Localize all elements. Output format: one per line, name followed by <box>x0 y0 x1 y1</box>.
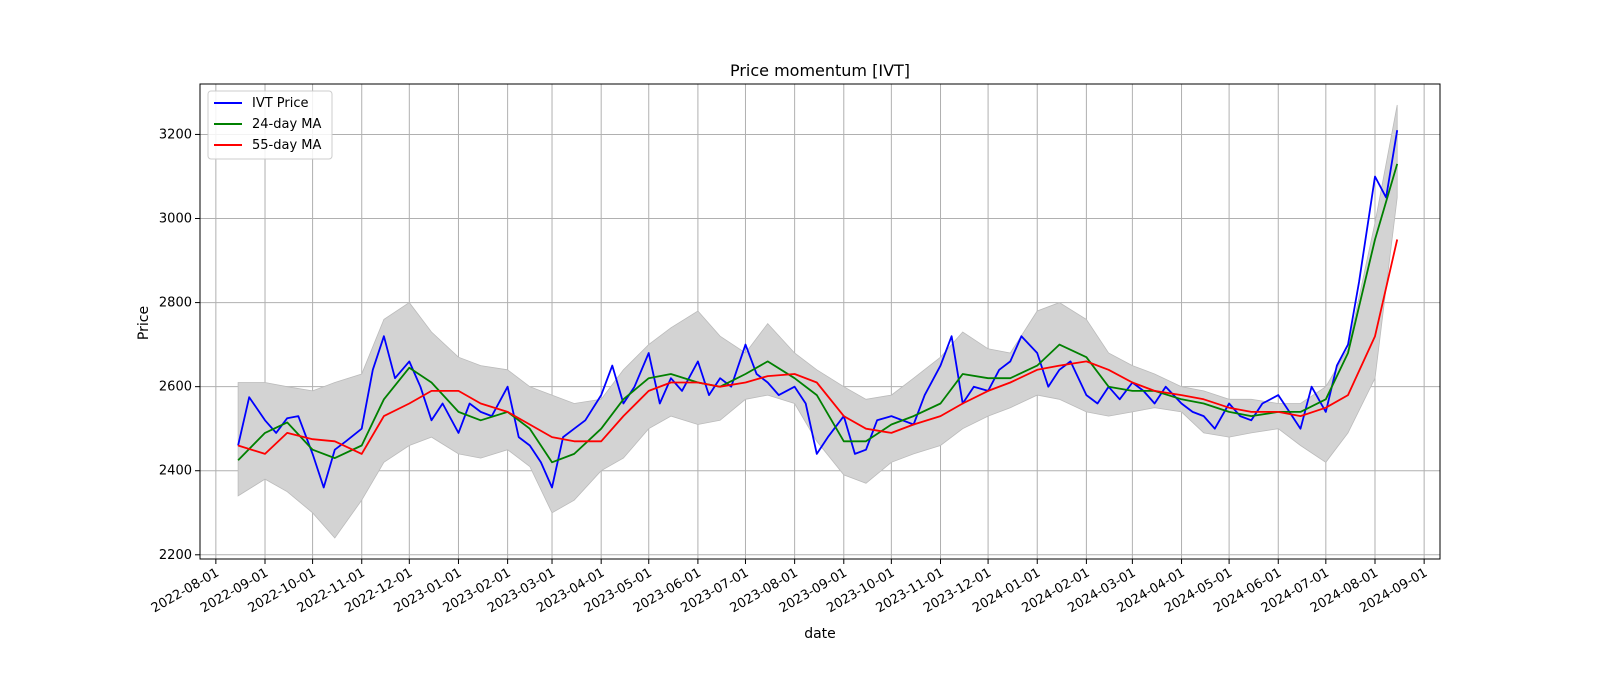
series-line-price <box>237 130 1399 489</box>
x-axis-label: date <box>804 626 836 642</box>
y-tick-label: 2400 <box>159 464 192 479</box>
y-tick-label: 3200 <box>159 127 192 142</box>
legend-label-price: IVT Price <box>252 96 309 111</box>
legend: IVT Price 24-day MA 55-day MA <box>207 90 333 160</box>
x-axis-ticks: 2022-08-012022-09-012022-10-012022-11-01… <box>149 559 1430 616</box>
y-tick-label: 2800 <box>159 296 192 311</box>
legend-label-ma-short: 24-day MA <box>252 117 321 132</box>
series-line-ma-short <box>237 163 1399 464</box>
y-axis-ticks: 2200 2400 2600 2800 3000 3200 <box>159 127 200 563</box>
series-layer <box>237 130 1399 489</box>
band-layer <box>237 104 1398 539</box>
chart-title: Price momentum [IVT] <box>730 61 910 80</box>
y-axis-label: Price <box>136 306 152 340</box>
series-line-ma-long <box>237 239 1399 455</box>
y-tick-label: 3000 <box>159 212 192 227</box>
legend-box <box>207 90 333 160</box>
legend-label-ma-long: 55-day MA <box>252 138 321 153</box>
y-tick-label: 2600 <box>159 380 192 395</box>
y-tick-label: 2200 <box>159 548 192 563</box>
volatility-band <box>237 104 1398 539</box>
plot-area-frame <box>199 83 1441 560</box>
